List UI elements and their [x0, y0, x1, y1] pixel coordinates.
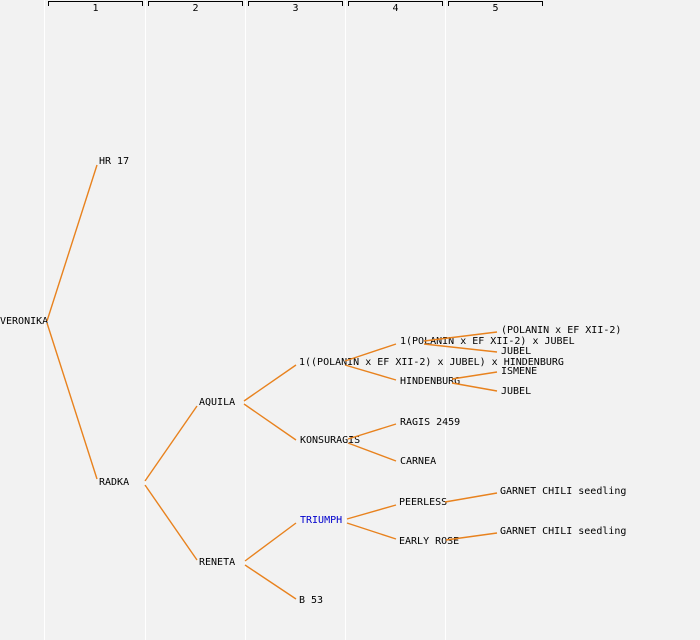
node-1-polanin-x-ef-xii-2-x-jubel-x-hindenburg[interactable]: 1((POLANIN x EF XII-2) x JUBEL) x HINDEN… — [299, 357, 564, 368]
column-divider-1 — [44, 0, 45, 640]
node-konsuragis[interactable]: KONSURAGIS — [300, 435, 361, 446]
edge-triumph-to-peerless — [346, 504, 397, 520]
generation-number: 1 — [92, 3, 99, 14]
node-aquila[interactable]: AQUILA — [199, 397, 236, 408]
generation-bracket-5: 5 — [448, 1, 543, 14]
node-early-rose[interactable]: EARLY ROSE — [399, 536, 460, 547]
generation-number: 5 — [492, 3, 499, 14]
node-reneta[interactable]: RENETA — [199, 557, 236, 568]
node-peerless[interactable]: PEERLESS — [399, 497, 448, 508]
edge-veronika-to-radka — [46, 322, 98, 480]
edge-peerless-to-garnet-chili-seedling — [444, 492, 498, 503]
generation-bracket-1: 1 — [48, 1, 143, 14]
node-radka[interactable]: RADKA — [99, 477, 130, 488]
edge-aquila-to-1-polanin-x-ef-xii-2-x-jubel-x-hindenburg — [243, 364, 297, 402]
node-hr-17[interactable]: HR 17 — [99, 156, 130, 167]
generation-number: 3 — [292, 3, 299, 14]
node-carnea[interactable]: CARNEA — [400, 456, 437, 467]
column-divider-5 — [445, 0, 446, 640]
generation-bracket-2: 2 — [148, 1, 243, 14]
edge-aquila-to-konsuragis — [243, 403, 297, 441]
edge-radka-to-reneta — [144, 484, 198, 561]
generation-number: 2 — [192, 3, 199, 14]
node-garnet-chili-seedling[interactable]: GARNET CHILI seedling — [500, 526, 627, 537]
node-jubel[interactable]: JUBEL — [501, 386, 532, 397]
node-triumph[interactable]: TRIUMPH — [300, 515, 343, 526]
generation-bracket-4: 4 — [348, 1, 443, 14]
edge-reneta-to-b-53 — [244, 564, 297, 600]
column-divider-2 — [145, 0, 146, 640]
node-jubel[interactable]: JUBEL — [501, 346, 532, 357]
column-divider-3 — [245, 0, 246, 640]
edge-triumph-to-early-rose — [346, 522, 397, 540]
node-ragis-2459[interactable]: RAGIS 2459 — [400, 417, 461, 428]
edge-veronika-to-hr-17 — [46, 164, 98, 322]
node-ismene[interactable]: ISMENE — [501, 366, 538, 377]
column-divider-4 — [345, 0, 346, 640]
node-1-polanin-x-ef-xii-2-x-jubel[interactable]: 1(POLANIN x EF XII-2) x JUBEL — [400, 336, 575, 347]
generation-number: 4 — [392, 3, 399, 14]
node-garnet-chili-seedling[interactable]: GARNET CHILI seedling — [500, 486, 627, 497]
edge-radka-to-aquila — [144, 405, 198, 482]
node-polanin-x-ef-xii-2[interactable]: (POLANIN x EF XII-2) — [501, 325, 622, 336]
node-veronika[interactable]: VERONIKA — [0, 316, 49, 327]
edge-reneta-to-triumph — [244, 522, 297, 562]
node-b-53[interactable]: B 53 — [299, 595, 324, 606]
node-hindenburg[interactable]: HINDENBURG — [400, 376, 461, 387]
generation-bracket-3: 3 — [248, 1, 343, 14]
